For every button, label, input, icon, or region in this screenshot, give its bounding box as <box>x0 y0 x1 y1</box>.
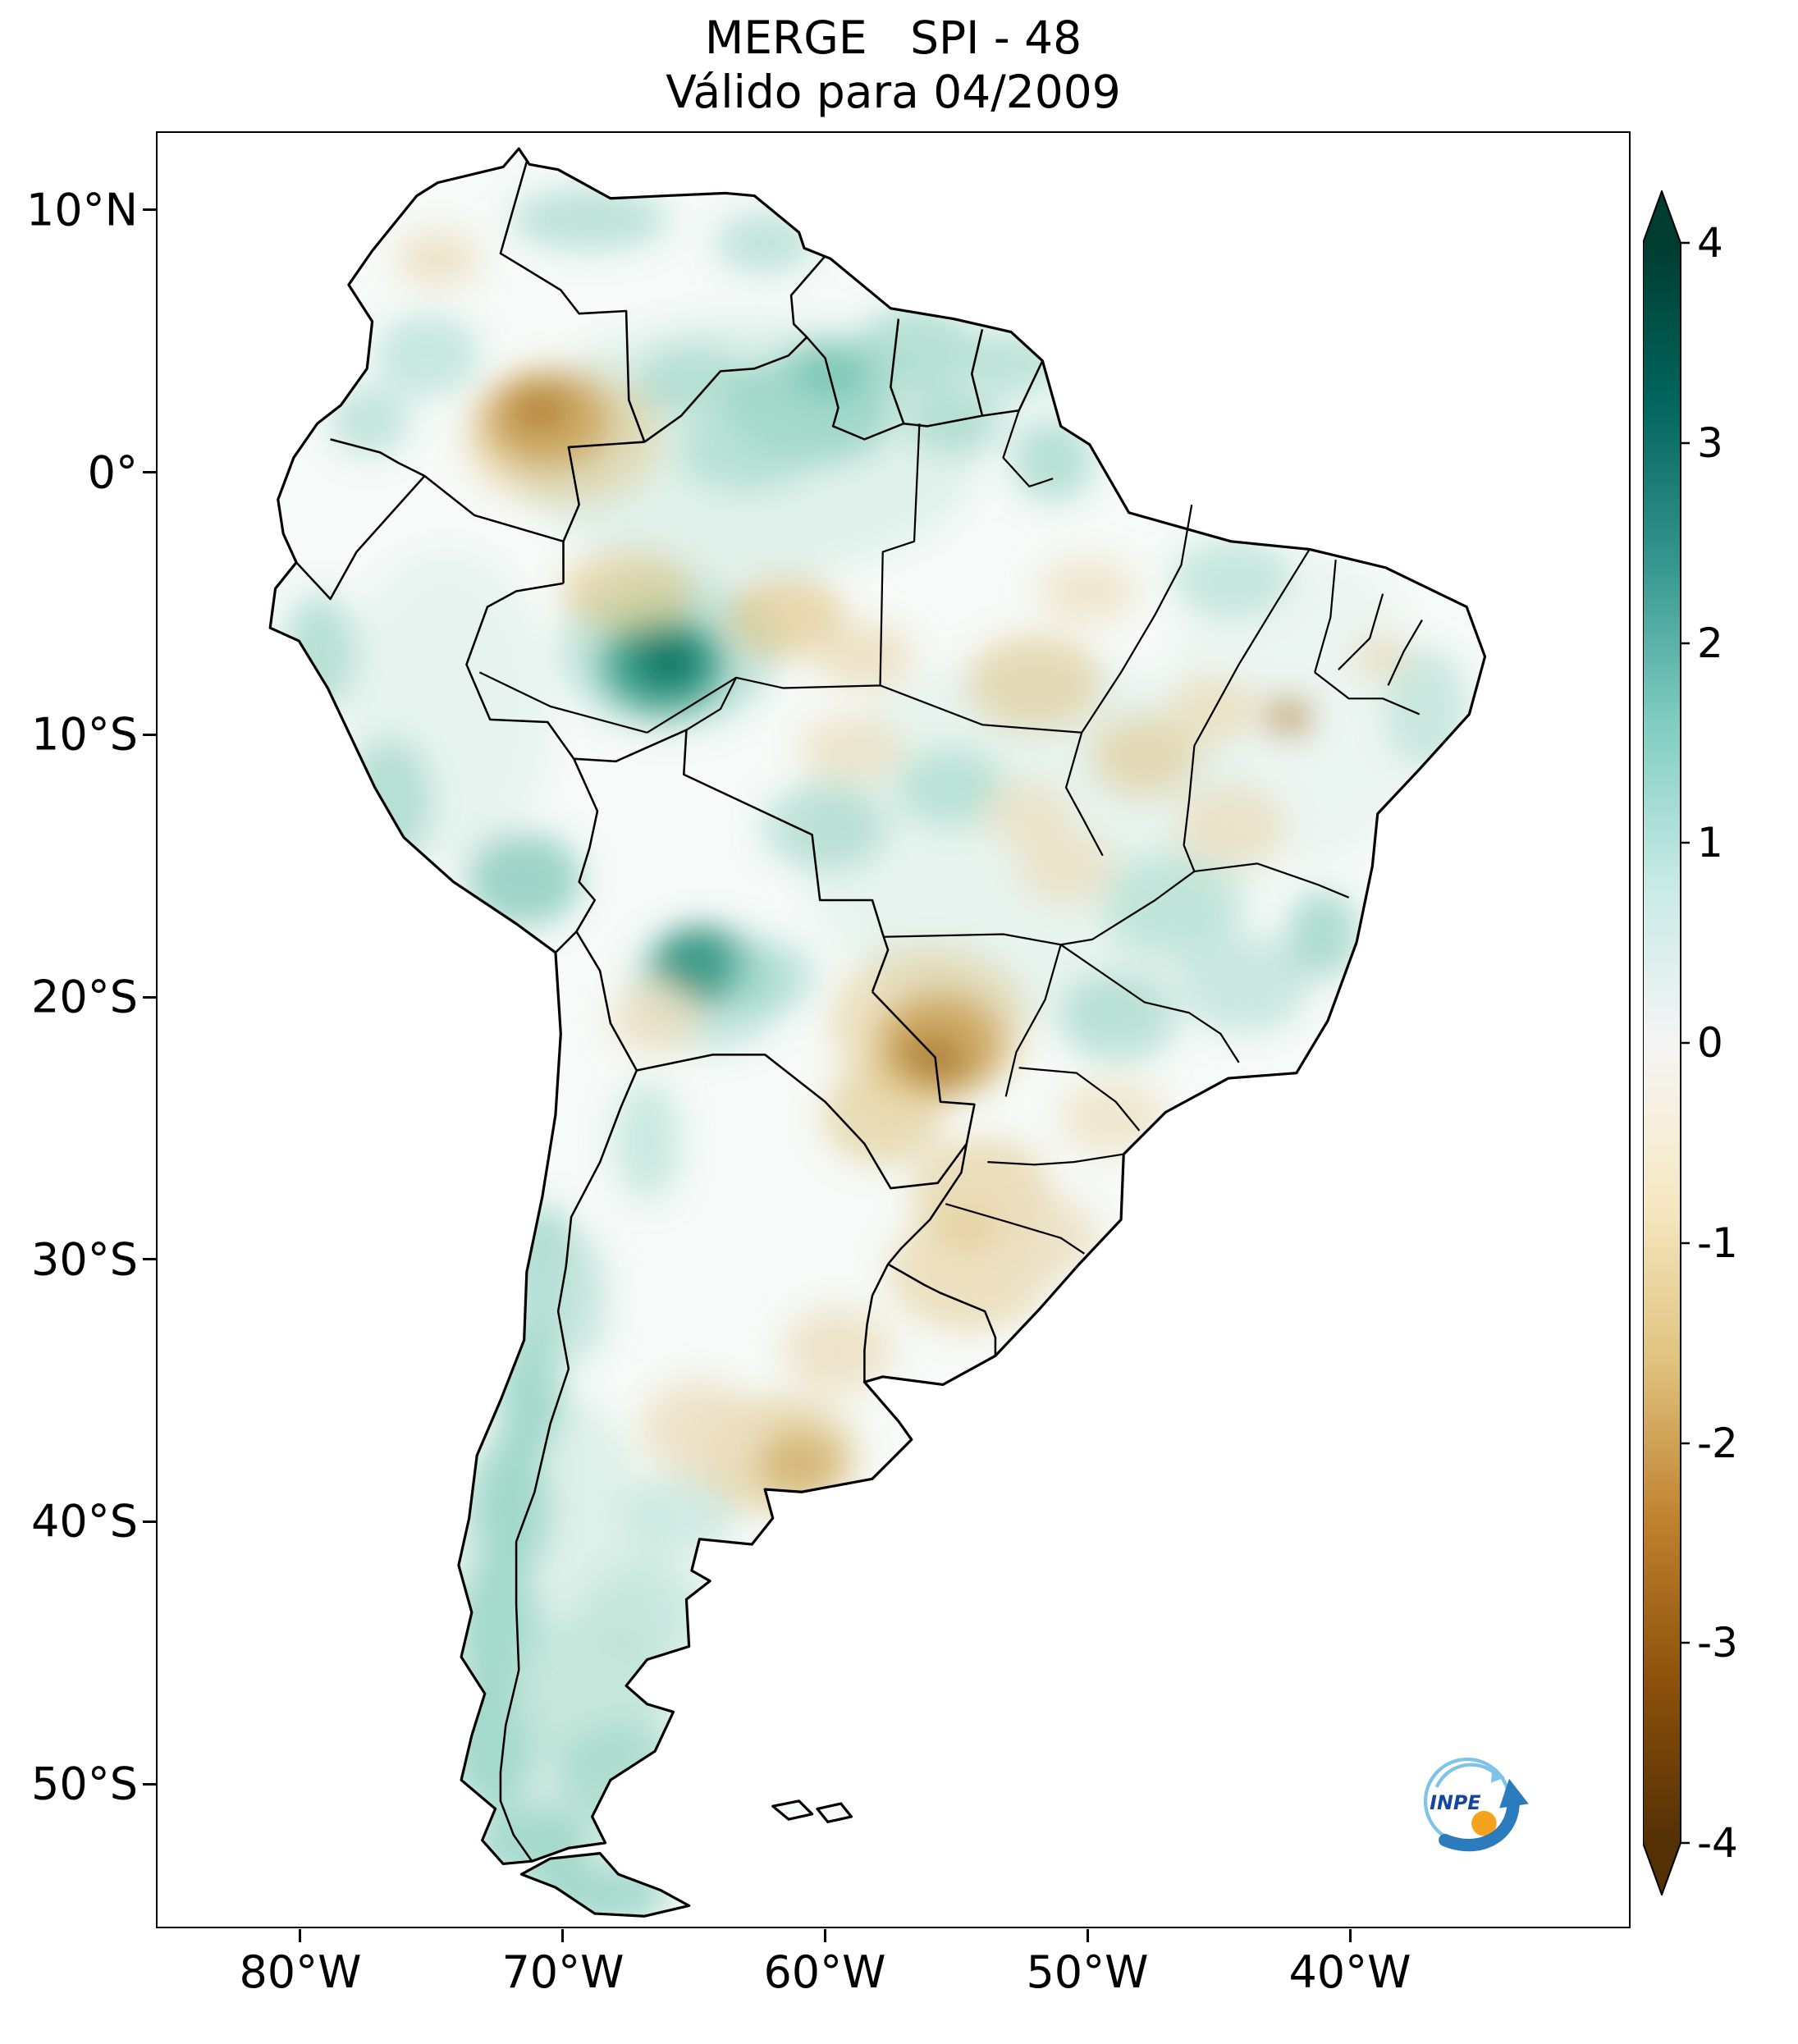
state-borders <box>478 409 1423 1255</box>
colorbar-tick-marks <box>1681 241 1690 1845</box>
country-borders <box>295 161 1044 1862</box>
south-america-map <box>268 147 1487 1918</box>
colorbar-tick-label: 1 <box>1697 819 1723 867</box>
lat-tick-label: 40°S <box>31 1495 138 1548</box>
lat-tick-mark <box>143 208 156 211</box>
lon-tick-mark <box>561 1929 564 1942</box>
lat-tick-mark <box>143 471 156 473</box>
lon-tick-mark <box>1087 1929 1089 1942</box>
lat-tick-mark <box>143 996 156 999</box>
lat-tick-mark <box>143 1258 156 1260</box>
lat-tick-mark <box>143 734 156 736</box>
lon-tick-mark <box>299 1929 301 1942</box>
lon-tick-label: 40°W <box>1288 1946 1411 1998</box>
colorbar-tick-label: -4 <box>1697 1819 1738 1867</box>
lat-tick-label: 20°S <box>31 971 138 1023</box>
inpe-logo-swirl <box>1434 1763 1499 1788</box>
lon-tick-label: 50°W <box>1026 1946 1149 1998</box>
lat-tick-label: 50°S <box>31 1758 138 1810</box>
lat-tick-label: 10°N <box>25 184 138 236</box>
lon-tick-label: 70°W <box>501 1946 624 1998</box>
colorbar-tick-label: -3 <box>1697 1619 1738 1667</box>
map-plot-area <box>156 131 1631 1928</box>
lon-tick-mark <box>824 1929 826 1942</box>
colorbar-tick-label: 3 <box>1697 419 1723 467</box>
colorbar <box>1643 190 1690 1895</box>
page-subtitle: Válido para 04/2009 <box>666 66 1121 118</box>
inpe-logo-swirl-arrowhead <box>1490 1767 1505 1783</box>
coastline <box>268 147 1487 1918</box>
lat-tick-mark <box>143 1783 156 1786</box>
lon-tick-mark <box>1349 1929 1352 1942</box>
lat-tick-label: 10°S <box>31 708 138 761</box>
lat-tick-label: 30°S <box>31 1233 138 1286</box>
colorbar-tick-label: -1 <box>1697 1219 1738 1267</box>
colorbar-tick-label: 2 <box>1697 620 1723 667</box>
colorbar-tick-label: 0 <box>1697 1019 1723 1067</box>
inpe-logo: INPE <box>1423 1757 1529 1852</box>
colorbar-tick-label: 4 <box>1697 219 1723 267</box>
inpe-logo-orange-ball <box>1471 1810 1497 1836</box>
lat-tick-label: 0° <box>87 446 138 499</box>
inpe-logo-text: INPE <box>1430 1791 1480 1814</box>
inpe-logo-blue-arrowhead <box>1499 1778 1529 1809</box>
lon-tick-label: 80°W <box>239 1946 362 1998</box>
spi-field <box>270 149 1485 1917</box>
lat-tick-mark <box>143 1520 156 1523</box>
inpe-logo-blue-arrow <box>1439 1797 1520 1852</box>
colorbar-tick-label: -2 <box>1697 1420 1738 1467</box>
lon-tick-label: 60°W <box>763 1946 886 1998</box>
colorbar-gradient <box>1643 190 1681 1895</box>
page-title: MERGE SPI - 48 <box>704 11 1082 64</box>
